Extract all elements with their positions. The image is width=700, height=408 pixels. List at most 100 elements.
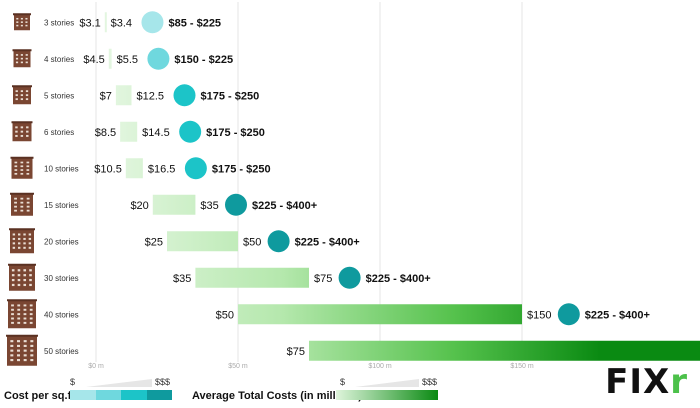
story-label: 10 stories bbox=[44, 164, 79, 173]
cost-per-sqft-marker bbox=[147, 47, 170, 70]
low-value-label: $3.1 bbox=[79, 17, 100, 29]
x-tick-label: $100 m bbox=[368, 363, 392, 370]
cost-per-sqft-label: $225 - $400+ bbox=[252, 200, 317, 212]
building-icon bbox=[11, 121, 33, 142]
logo-accent: r bbox=[670, 362, 688, 402]
low-value-label: $8.5 bbox=[95, 127, 116, 139]
high-value-label: $50 bbox=[243, 236, 261, 248]
cost-legend-low-sign: $ bbox=[70, 377, 76, 387]
low-value-label: $50 bbox=[216, 309, 234, 321]
low-value-label: $7 bbox=[100, 90, 112, 102]
high-value-label: $16.5 bbox=[148, 163, 176, 175]
x-tick-label: $0 m bbox=[88, 363, 104, 370]
high-value-label: $150 bbox=[527, 309, 551, 321]
cost-legend-swatch bbox=[146, 390, 172, 400]
cost-range-bar bbox=[125, 158, 143, 179]
fixr-logo: FIXr bbox=[605, 362, 688, 402]
chart-rows: 3 stories $3.1 $3.4 $85 - $225 4 stories $4.5… bbox=[6, 11, 700, 366]
chart-row: 30 stories $35 $75 $225 - $400+ bbox=[8, 263, 431, 291]
low-value-label: $4.5 bbox=[83, 54, 104, 66]
cost-per-sqft-label: $225 - $400+ bbox=[585, 309, 650, 321]
x-axis-ticks: $0 m $50 m $100 m $150 m bbox=[88, 363, 534, 370]
total-legend-low-sign: $ bbox=[340, 377, 346, 387]
story-label: 30 stories bbox=[44, 274, 79, 283]
total-legend-wedge bbox=[355, 379, 419, 387]
low-value-label: $35 bbox=[173, 273, 191, 285]
cost-per-sqft-label: $175 - $250 bbox=[201, 90, 260, 102]
chart-row: 4 stories $4.5 $5.5 $150 - $225 bbox=[12, 47, 233, 70]
cost-per-sqft-label: $175 - $250 bbox=[212, 163, 271, 175]
cost-per-sqft-label: $150 - $225 bbox=[174, 54, 233, 66]
cost-range-bar bbox=[152, 194, 196, 215]
building-icon bbox=[10, 156, 34, 179]
building-icon bbox=[9, 228, 35, 254]
logo-main: FIX bbox=[605, 362, 671, 402]
chart-svg: 3 stories $3.1 $3.4 $85 - $225 4 stories $4.5… bbox=[6, 2, 700, 370]
cost-range-bar bbox=[120, 121, 138, 142]
chart-row: 3 stories $3.1 $3.4 $85 - $225 bbox=[13, 11, 221, 34]
cost-range-bar bbox=[238, 304, 522, 325]
chart-row: 20 stories $25 $50 $225 - $400+ bbox=[9, 228, 360, 254]
building-icon bbox=[10, 192, 34, 216]
high-value-label: $75 bbox=[314, 273, 332, 285]
cost-per-sqft-marker bbox=[141, 11, 164, 34]
low-value-label: $75 bbox=[287, 346, 305, 358]
low-value-label: $25 bbox=[145, 236, 163, 248]
cost-per-sqft-marker bbox=[267, 230, 290, 253]
story-label: 3 stories bbox=[44, 18, 74, 27]
cost-per-sqft-marker bbox=[184, 157, 207, 180]
cost-range-bar bbox=[167, 231, 238, 252]
cost-per-sqft-marker bbox=[557, 303, 580, 326]
building-icon bbox=[8, 263, 36, 291]
story-label: 5 stories bbox=[44, 91, 74, 100]
story-label: 20 stories bbox=[44, 237, 79, 246]
low-value-label: $20 bbox=[130, 200, 148, 212]
cost-per-sqft-label: $225 - $400+ bbox=[366, 273, 431, 285]
story-label: 6 stories bbox=[44, 128, 74, 137]
low-value-label: $10.5 bbox=[94, 163, 122, 175]
building-icon bbox=[13, 13, 31, 31]
story-label: 40 stories bbox=[44, 310, 79, 319]
chart-row: 10 stories $10.5 $16.5 $175 - $250 bbox=[10, 156, 271, 180]
building-icon bbox=[12, 49, 32, 68]
cost-legend-high-sign: $$$ bbox=[155, 377, 171, 387]
cost-per-sqft-marker bbox=[179, 120, 202, 143]
x-tick-label: $50 m bbox=[228, 363, 248, 370]
total-legend-gradient bbox=[336, 390, 438, 400]
high-value-label: $5.5 bbox=[117, 54, 138, 66]
x-tick-label: $150 m bbox=[510, 363, 534, 370]
chart-row: 5 stories $7 $12.5 $175 - $250 bbox=[12, 84, 260, 107]
cost-per-sqft-marker bbox=[173, 84, 196, 107]
high-value-label: $12.5 bbox=[137, 90, 165, 102]
cost-range-bar bbox=[195, 267, 309, 288]
cost-legend-swatch bbox=[95, 390, 121, 400]
cost-legend-title: Cost per sq.ft. bbox=[4, 390, 78, 402]
cost-per-sqft-label: $225 - $400+ bbox=[295, 236, 360, 248]
cost-per-sqft-marker bbox=[338, 266, 361, 289]
cost-legend-wedge bbox=[86, 379, 152, 387]
cost-range-bar bbox=[104, 12, 107, 33]
building-icon bbox=[12, 85, 32, 105]
high-value-label: $14.5 bbox=[142, 127, 170, 139]
chart-row: 15 stories $20 $35 $225 - $400+ bbox=[10, 192, 317, 216]
cost-per-sqft-marker bbox=[225, 193, 247, 216]
cost-per-sqft-label: $85 - $225 bbox=[168, 17, 221, 29]
building-icon bbox=[6, 334, 38, 366]
building-icon bbox=[7, 299, 37, 329]
x-gridlines bbox=[95, 2, 523, 362]
cost-legend-swatch bbox=[70, 390, 96, 400]
high-value-label: $35 bbox=[200, 200, 218, 212]
cost-range-bar bbox=[108, 48, 112, 69]
story-label: 50 stories bbox=[44, 347, 79, 356]
cost-range-bar bbox=[309, 340, 700, 361]
cost-legend-swatch bbox=[121, 390, 147, 400]
chart-row: 50 stories$75$250$225 - $400+ bbox=[6, 334, 700, 366]
story-label: 4 stories bbox=[44, 55, 74, 64]
total-legend-high-sign: $$$ bbox=[422, 377, 438, 387]
story-label: 15 stories bbox=[44, 201, 79, 210]
chart-row: 6 stories $8.5 $14.5 $175 - $250 bbox=[11, 120, 265, 143]
cost-range-bar bbox=[115, 85, 132, 106]
total-legend-title: Average Total Costs (in millions) bbox=[192, 390, 362, 402]
chart-row: 40 stories $50 $150 $225 - $400+ bbox=[7, 299, 650, 329]
high-value-label: $3.4 bbox=[111, 17, 132, 29]
